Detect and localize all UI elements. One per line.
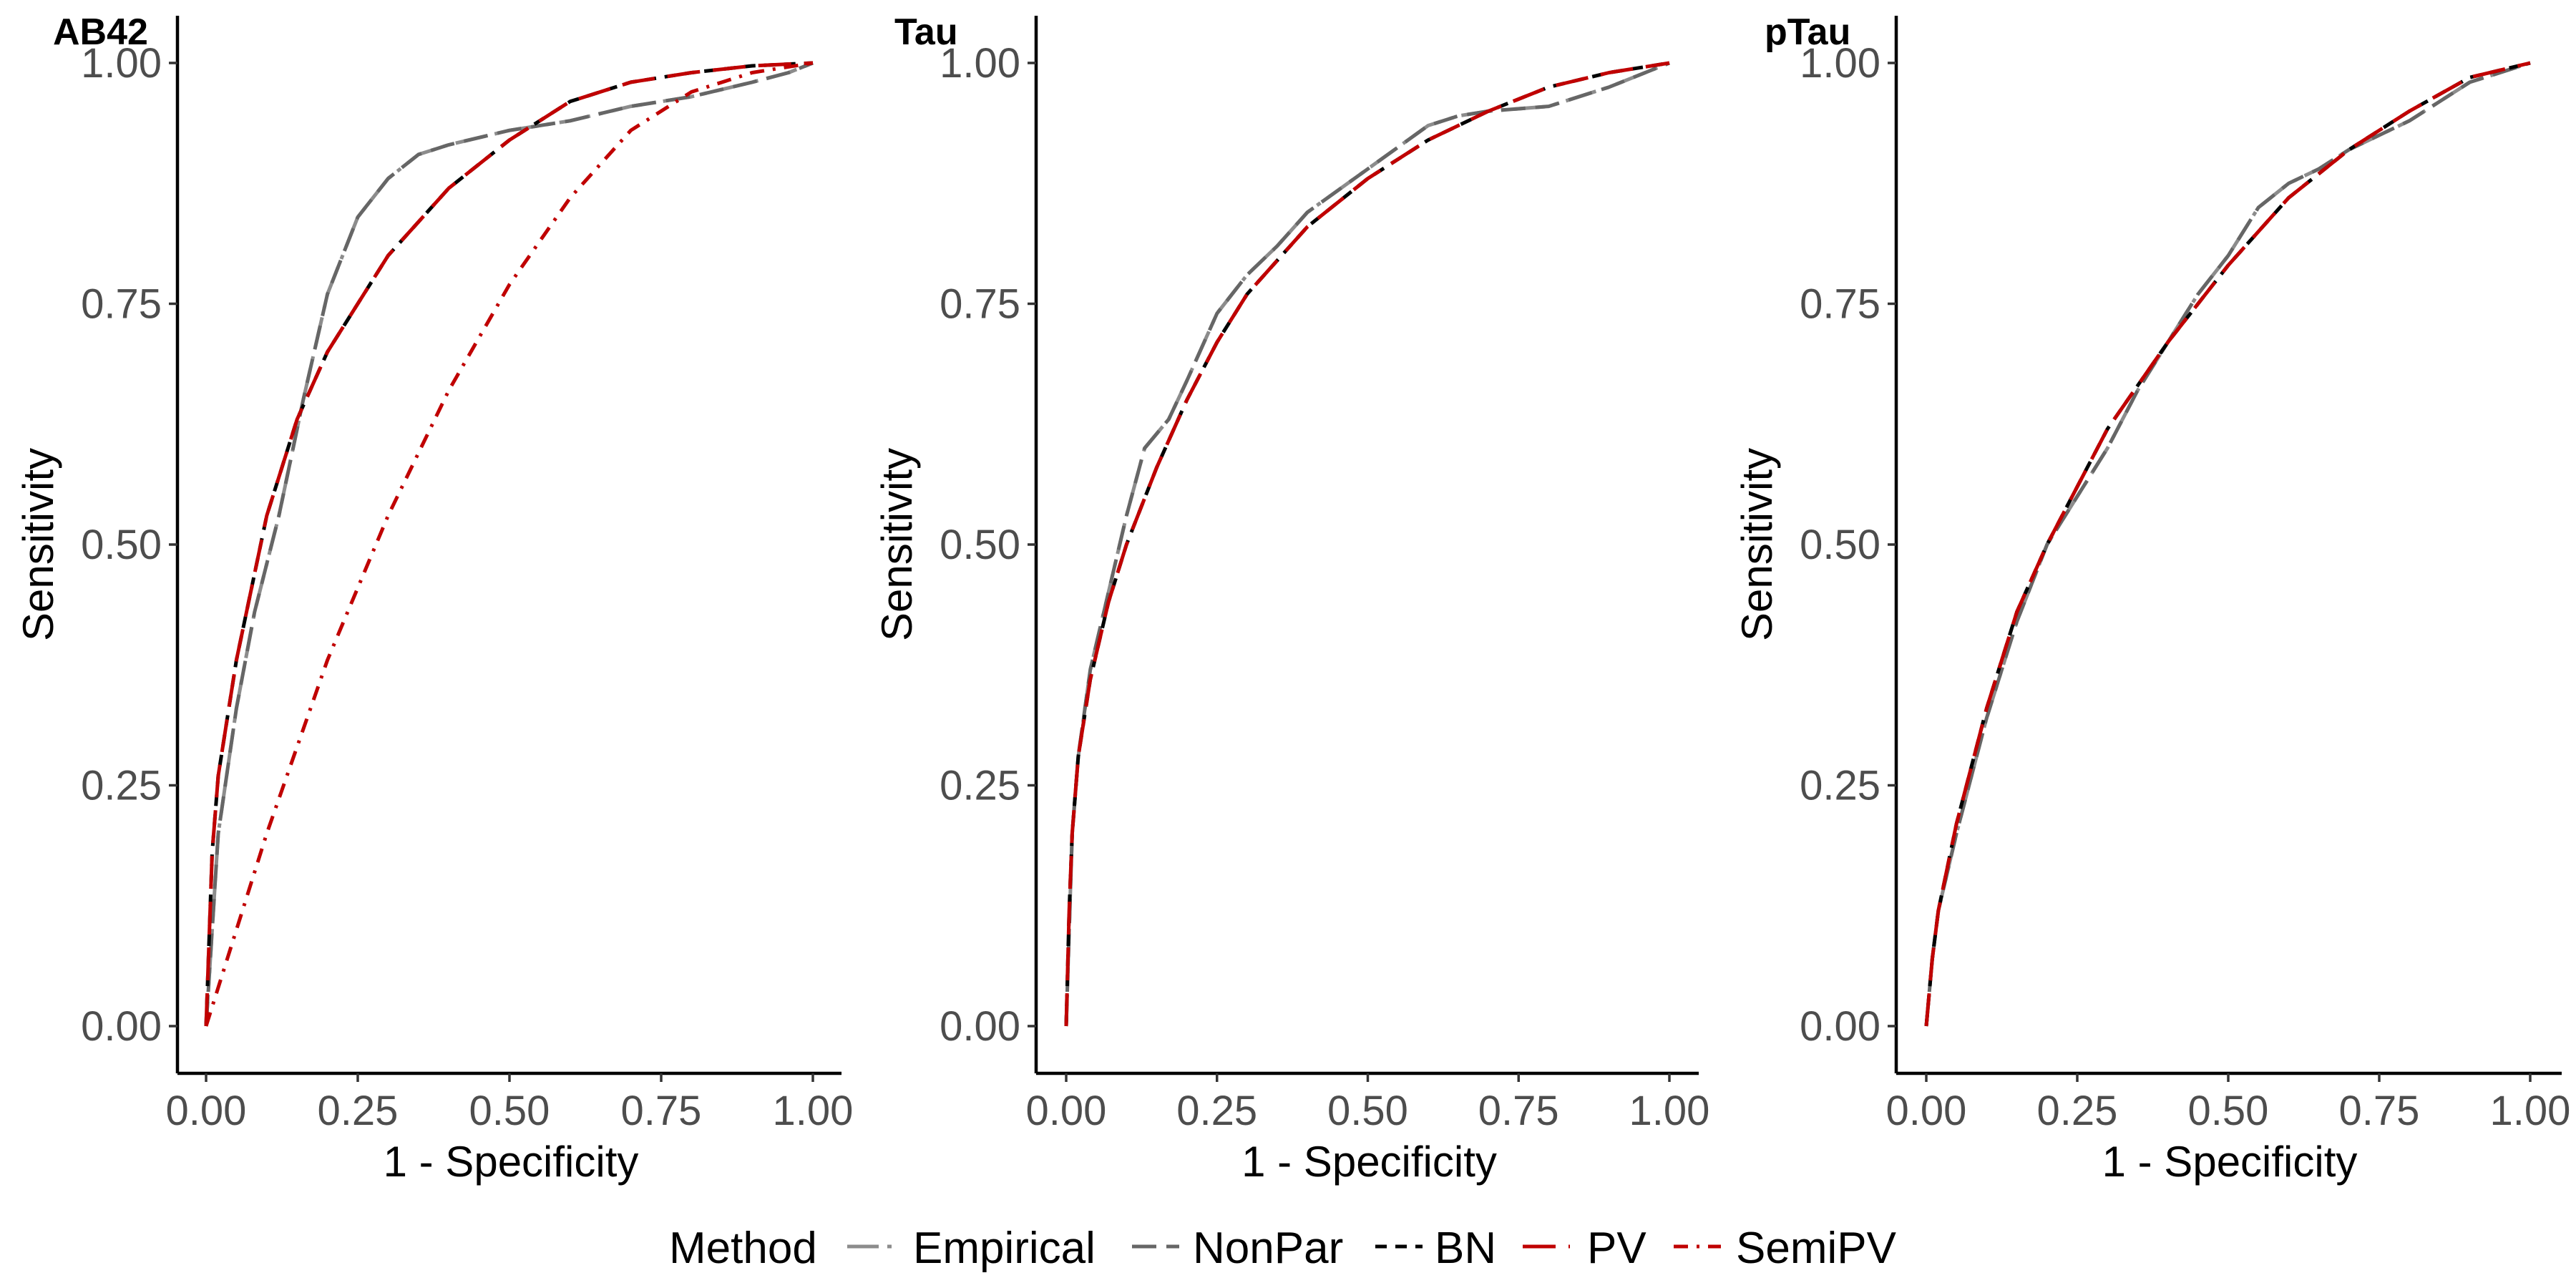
y-tick-label: 0.50 bbox=[81, 522, 162, 568]
x-tick-label: 0.25 bbox=[318, 1088, 399, 1134]
x-tick-label: 0.25 bbox=[2037, 1088, 2118, 1134]
x-tick-label: 1.00 bbox=[773, 1088, 854, 1134]
panel-title: Tau bbox=[894, 11, 958, 53]
x-axis-title: 1 - Specificity bbox=[384, 1138, 639, 1186]
y-tick-label: 0.00 bbox=[81, 1003, 162, 1050]
legend-entry-pv: PV bbox=[1523, 1224, 1646, 1273]
x-tick-label: 0.00 bbox=[1886, 1088, 1967, 1134]
x-tick-label: 0.50 bbox=[1327, 1088, 1408, 1134]
x-tick-label: 0.00 bbox=[166, 1088, 247, 1134]
panel-ptau: pTau 0.00 0.25 0.50 0.75 1.00 0.00 0.25 0.50 0.75… bbox=[1733, 11, 2570, 1186]
x-tick-label: 0.00 bbox=[1026, 1088, 1107, 1134]
series-line-semipv bbox=[204, 61, 814, 1027]
x-tick-label: 0.75 bbox=[2339, 1088, 2420, 1134]
y-tick-label: 0.50 bbox=[940, 522, 1020, 568]
y-tick-label: 1.00 bbox=[81, 40, 162, 87]
series-line-pv bbox=[1064, 61, 1670, 1027]
series-line-empirical bbox=[1924, 61, 2531, 1027]
x-tick-label: 0.75 bbox=[1478, 1088, 1559, 1134]
x-tick-label: 0.50 bbox=[469, 1088, 550, 1134]
x-tick-label: 0.75 bbox=[621, 1088, 702, 1134]
series-line-bn bbox=[204, 61, 814, 1027]
legend-title: Method bbox=[669, 1224, 817, 1273]
series-line-empirical bbox=[204, 61, 814, 1027]
y-axis-title: Sensitivity bbox=[14, 448, 62, 641]
y-axis-title: Sensitivity bbox=[1733, 448, 1781, 641]
legend-entry-bn: BN bbox=[1375, 1224, 1496, 1273]
panels-group: AB42 0.00 0.25 0.50 0.75 1.00 0.00 0.25 0.50 0.75… bbox=[14, 11, 2570, 1186]
legend-entry-nonpar: NonPar bbox=[1132, 1224, 1343, 1273]
legend-label-semipv: SemiPV bbox=[1736, 1224, 1897, 1273]
series-line-empirical bbox=[1064, 61, 1670, 1027]
y-tick-label: 0.75 bbox=[940, 281, 1020, 328]
x-tick-label: 1.00 bbox=[1629, 1088, 1710, 1134]
x-tick-label: 1.00 bbox=[2490, 1088, 2571, 1134]
y-tick-label: 0.25 bbox=[1800, 763, 1880, 809]
y-tick-label: 1.00 bbox=[1800, 40, 1880, 87]
y-tick-label: 0.00 bbox=[1800, 1003, 1880, 1050]
legend-label-pv: PV bbox=[1587, 1224, 1646, 1273]
x-axis-title: 1 - Specificity bbox=[2102, 1138, 2358, 1186]
x-tick-label: 0.50 bbox=[2188, 1088, 2269, 1134]
legend-entry-empirical: Empirical bbox=[847, 1224, 1096, 1273]
series-line-pv bbox=[204, 61, 814, 1027]
legend: Method Empirical NonPar BN PV SemiPV bbox=[669, 1224, 1897, 1273]
y-tick-label: 0.25 bbox=[81, 763, 162, 809]
y-tick-label: 0.75 bbox=[1800, 281, 1880, 328]
panel-title: pTau bbox=[1765, 11, 1850, 53]
series-line-pv bbox=[1924, 61, 2531, 1027]
y-tick-label: 0.75 bbox=[81, 281, 162, 328]
panel-title: AB42 bbox=[53, 11, 148, 53]
y-axis-title: Sensitivity bbox=[873, 448, 921, 641]
x-axis-title: 1 - Specificity bbox=[1241, 1138, 1497, 1186]
y-tick-label: 0.00 bbox=[940, 1003, 1020, 1050]
series-line-bn bbox=[1064, 61, 1670, 1027]
series-line-bn bbox=[1924, 61, 2531, 1027]
series-line-nonpar bbox=[1924, 61, 2531, 1027]
y-tick-label: 0.25 bbox=[940, 763, 1020, 809]
series-line-nonpar bbox=[1064, 61, 1670, 1027]
legend-label-bn: BN bbox=[1435, 1224, 1496, 1273]
legend-label-nonpar: NonPar bbox=[1193, 1224, 1343, 1273]
x-tick-label: 0.25 bbox=[1176, 1088, 1257, 1134]
y-tick-label: 1.00 bbox=[940, 40, 1020, 87]
legend-entry-semipv: SemiPV bbox=[1674, 1224, 1897, 1273]
legend-label-empirical: Empirical bbox=[913, 1224, 1096, 1273]
panel-ab42: AB42 0.00 0.25 0.50 0.75 1.00 0.00 0.25 0.50 0.75… bbox=[14, 11, 853, 1186]
series-line-nonpar bbox=[204, 61, 814, 1027]
y-tick-label: 0.50 bbox=[1800, 522, 1880, 568]
